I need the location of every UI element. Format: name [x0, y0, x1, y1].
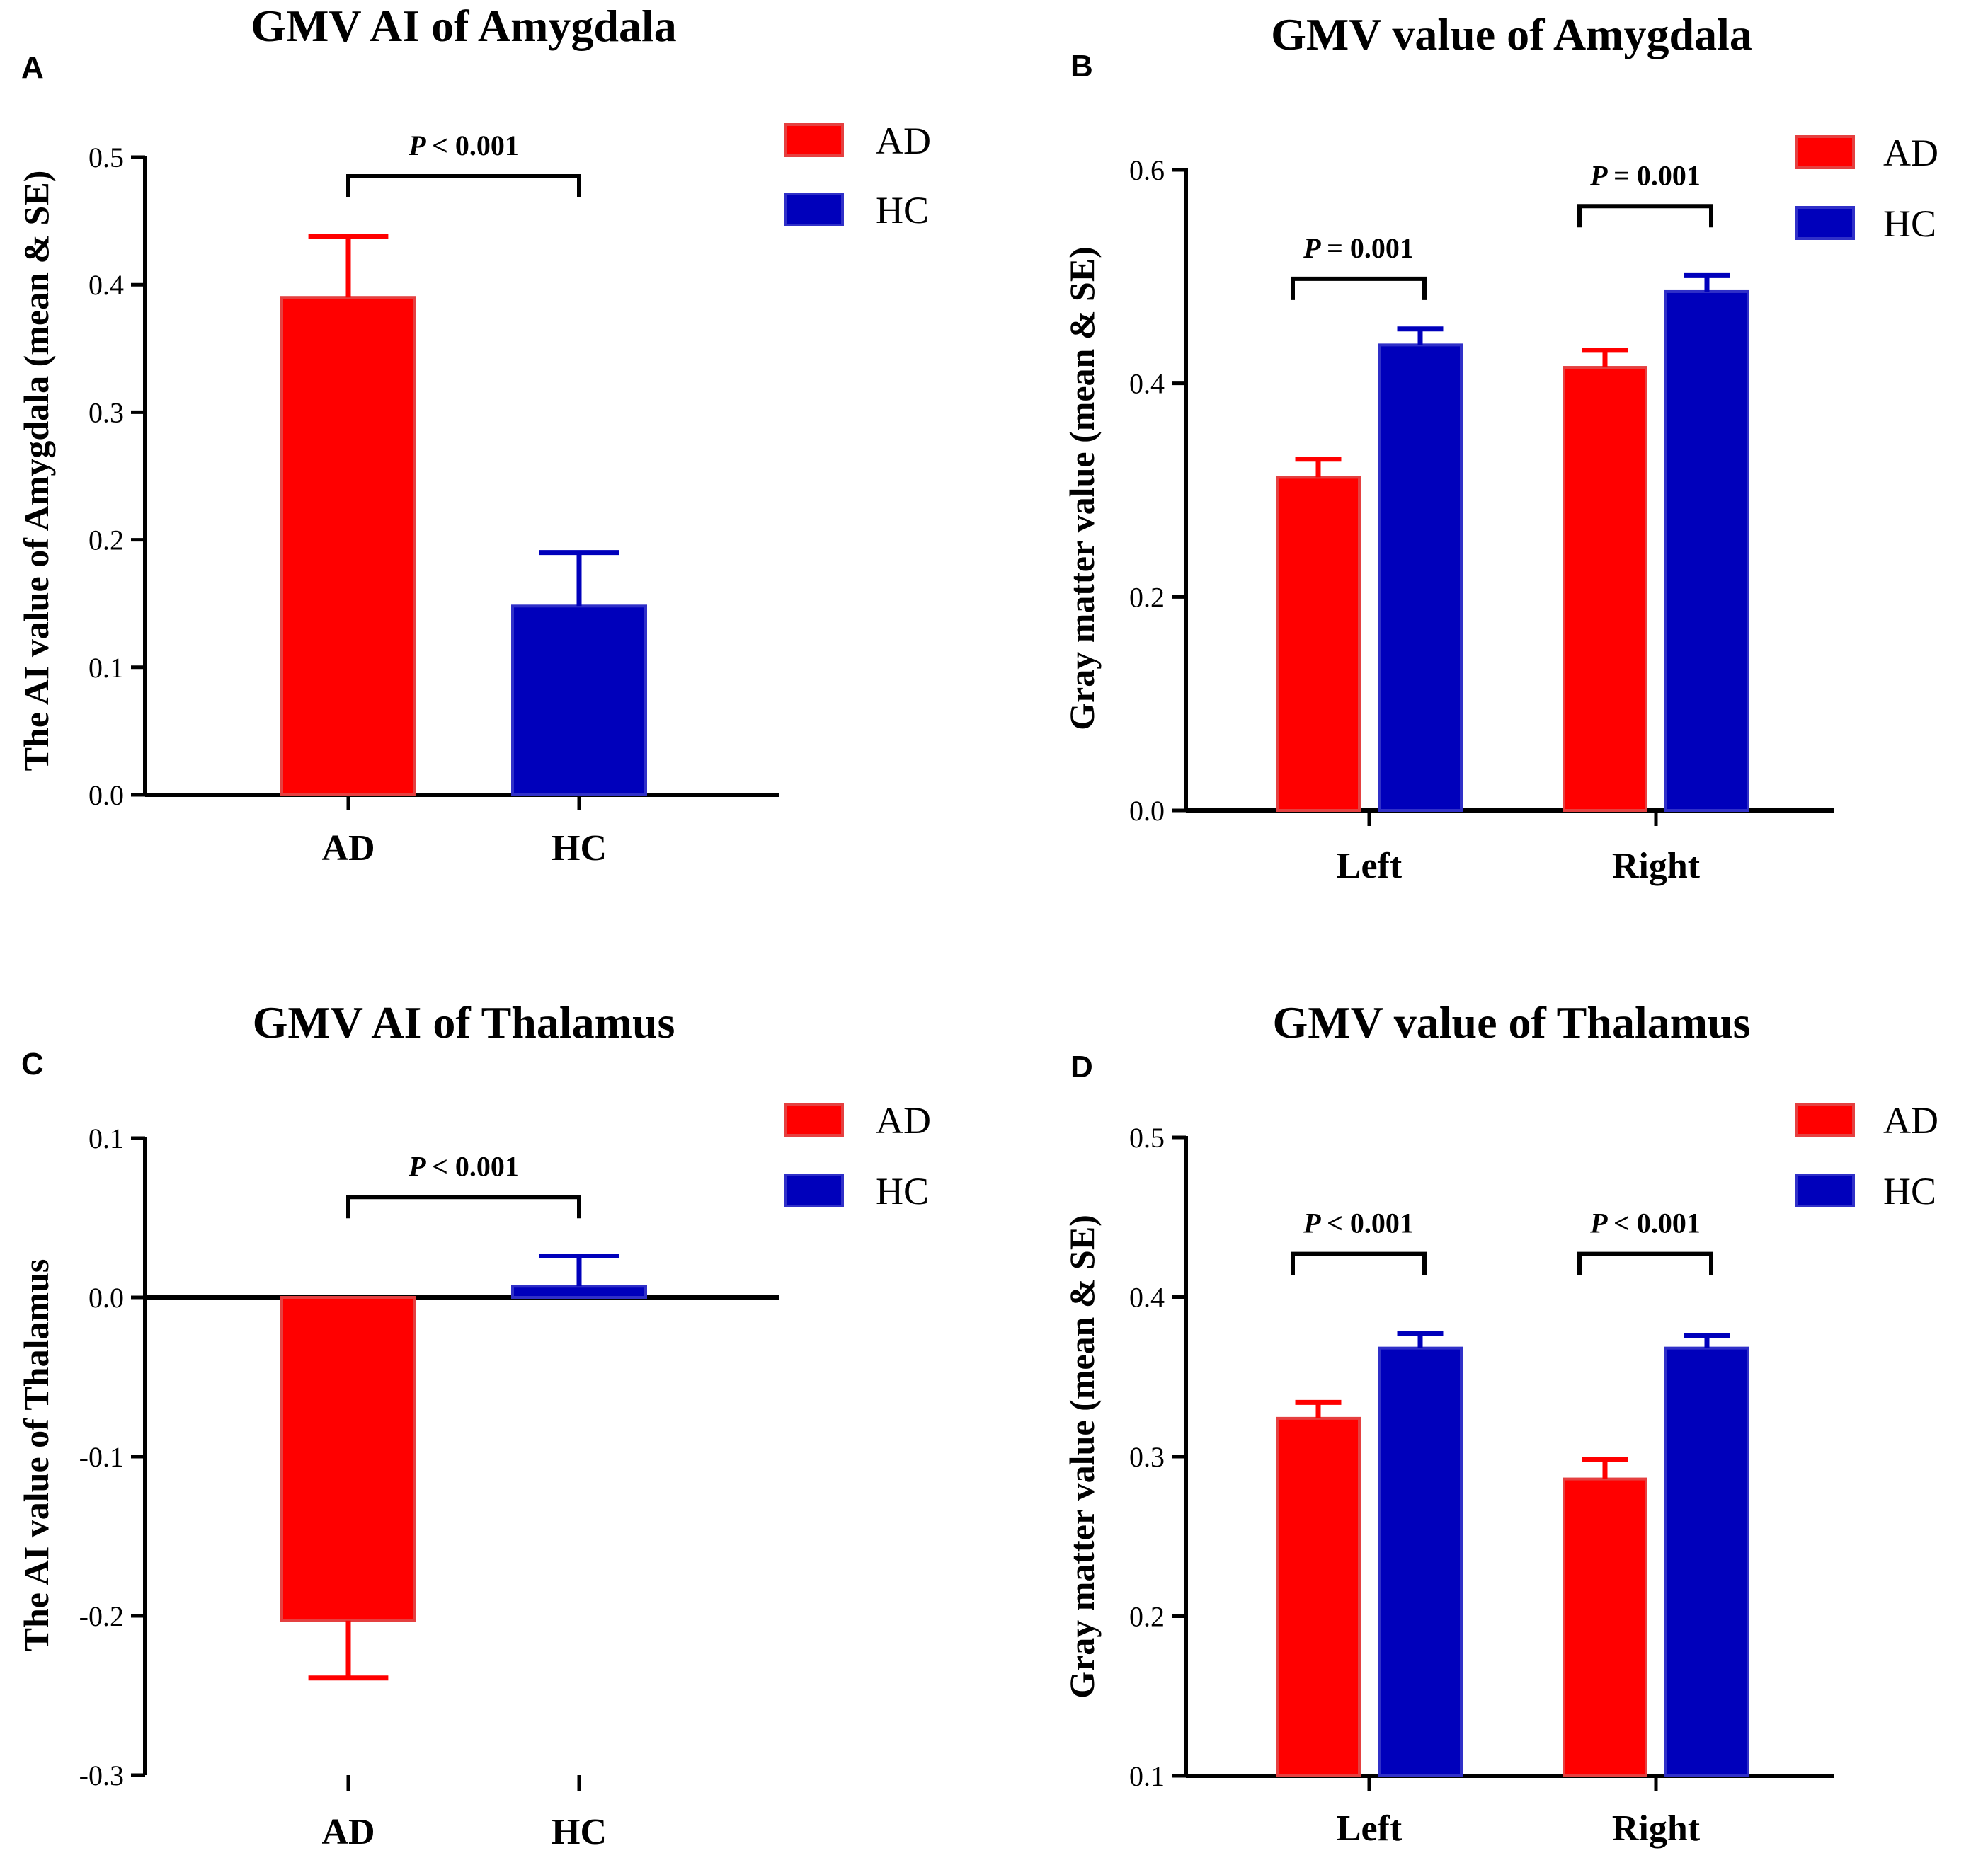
- significance-label: P < 0.001: [408, 130, 519, 161]
- y-axis-title: The AI value of Amygdala (mean & SE): [16, 171, 56, 771]
- y-tick-label: 0.4: [1129, 1282, 1165, 1314]
- y-tick-label: 0.3: [88, 396, 124, 428]
- panel-d: GMV value of Thalamus D Gray matter value …: [1062, 997, 1938, 1849]
- bar-hc-hc: [511, 1285, 647, 1299]
- chart-title: GMV AI of Amygdala: [251, 1, 677, 51]
- y-tick-label: 0.5: [1129, 1122, 1165, 1154]
- x-category-label: Right: [1612, 846, 1701, 886]
- significance-label: P = 0.001: [1589, 159, 1701, 191]
- significance-bracket: [1577, 1251, 1713, 1275]
- bar-ad-left: [1276, 476, 1361, 813]
- panel-letter: D: [1070, 1050, 1093, 1084]
- bar-ad-ad: [280, 1296, 416, 1622]
- chart-title: GMV AI of Thalamus: [253, 997, 675, 1048]
- y-axis-title: Gray matter value (mean & SE): [1062, 1215, 1102, 1699]
- legend-label-hc: HC: [876, 1170, 929, 1212]
- bar-hc-right: [1664, 289, 1749, 812]
- bar-hc-right: [1664, 1346, 1749, 1778]
- chart-title: GMV value of Amygdala: [1271, 9, 1752, 59]
- legend-label-hc: HC: [1883, 202, 1936, 245]
- y-tick-label: 0.1: [1129, 1760, 1165, 1792]
- significance-bracket: [1291, 276, 1427, 300]
- y-tick-label: -0.1: [79, 1441, 124, 1473]
- x-category-label: HC: [552, 1812, 607, 1852]
- panel-letter: B: [1070, 49, 1093, 84]
- x-category-label: AD: [321, 1812, 375, 1852]
- panel-letter: C: [21, 1047, 44, 1082]
- bar-ad-right: [1563, 1477, 1647, 1778]
- y-tick-label: 0.1: [88, 652, 124, 684]
- legend-swatch-hc: [784, 1174, 844, 1207]
- significance-label: P < 0.001: [1303, 1207, 1414, 1239]
- bar-ad-right: [1563, 366, 1647, 812]
- significance-bracket: [346, 174, 581, 198]
- legend-swatch-ad: [1795, 1103, 1855, 1137]
- y-tick-label: -0.3: [79, 1760, 124, 1791]
- x-category-label: Left: [1337, 846, 1403, 886]
- y-tick-label: 0.0: [1129, 795, 1165, 827]
- legend-swatch-ad: [784, 1103, 844, 1137]
- significance-label: P < 0.001: [408, 1150, 519, 1182]
- y-tick-label: 0.4: [88, 269, 124, 301]
- y-tick-label: -0.2: [79, 1600, 124, 1632]
- panel-b: GMV value of Amygdala B Gray matter value …: [1062, 9, 1938, 886]
- legend: AD HC: [784, 1099, 931, 1212]
- y-tick-label: 0.2: [1129, 581, 1165, 613]
- legend-swatch-hc: [784, 193, 844, 226]
- significance-bracket: [1577, 204, 1713, 228]
- x-category-label: HC: [552, 828, 607, 868]
- panel-a: GMV AI of Amygdala A The AI value of Amygd…: [16, 1, 931, 868]
- legend-label-ad: AD: [876, 1099, 931, 1142]
- legend: AD HC: [1795, 132, 1938, 245]
- x-category-label: AD: [321, 828, 375, 868]
- panel-c: GMV AI of Thalamus C The AI value of Thala…: [16, 997, 931, 1852]
- bar-ad-ad: [280, 296, 416, 797]
- significance-bracket: [346, 1195, 581, 1219]
- y-tick-label: 0.2: [1129, 1601, 1165, 1633]
- legend: AD HC: [784, 120, 931, 231]
- bar-ad-left: [1276, 1416, 1361, 1777]
- legend-label-hc: HC: [1883, 1170, 1936, 1212]
- legend: AD HC: [1795, 1099, 1938, 1212]
- y-tick-label: 0.0: [88, 1282, 124, 1314]
- legend-swatch-ad: [1795, 135, 1855, 169]
- chart-title: GMV value of Thalamus: [1272, 997, 1750, 1048]
- legend-label-ad: AD: [876, 120, 931, 162]
- y-tick-label: 0.0: [88, 779, 124, 811]
- y-tick-label: 0.4: [1129, 368, 1165, 400]
- legend-swatch-hc: [1795, 206, 1855, 240]
- bar-hc-hc: [511, 604, 647, 797]
- y-tick-label: 0.2: [88, 524, 124, 556]
- y-tick-label: 0.1: [88, 1123, 124, 1154]
- legend-label-ad: AD: [1883, 1099, 1938, 1142]
- panel-letter: A: [21, 50, 44, 85]
- y-tick-label: 0.3: [1129, 1441, 1165, 1473]
- legend-label-hc: HC: [876, 189, 929, 231]
- y-axis-title: The AI value of Thalamus: [16, 1259, 56, 1652]
- legend-swatch-hc: [1795, 1174, 1855, 1207]
- x-category-label: Right: [1612, 1808, 1701, 1849]
- legend-swatch-ad: [784, 123, 844, 157]
- significance-label: P = 0.001: [1303, 232, 1414, 264]
- bar-hc-left: [1378, 1346, 1463, 1778]
- x-category-label: Left: [1337, 1808, 1403, 1849]
- y-tick-label: 0.6: [1129, 154, 1165, 186]
- y-tick-label: 0.5: [88, 142, 124, 173]
- legend-label-ad: AD: [1883, 132, 1938, 174]
- significance-bracket: [1291, 1251, 1427, 1275]
- bar-hc-left: [1378, 343, 1463, 813]
- y-axis-title: Gray matter value (mean & SE): [1062, 246, 1102, 730]
- significance-label: P < 0.001: [1589, 1207, 1701, 1239]
